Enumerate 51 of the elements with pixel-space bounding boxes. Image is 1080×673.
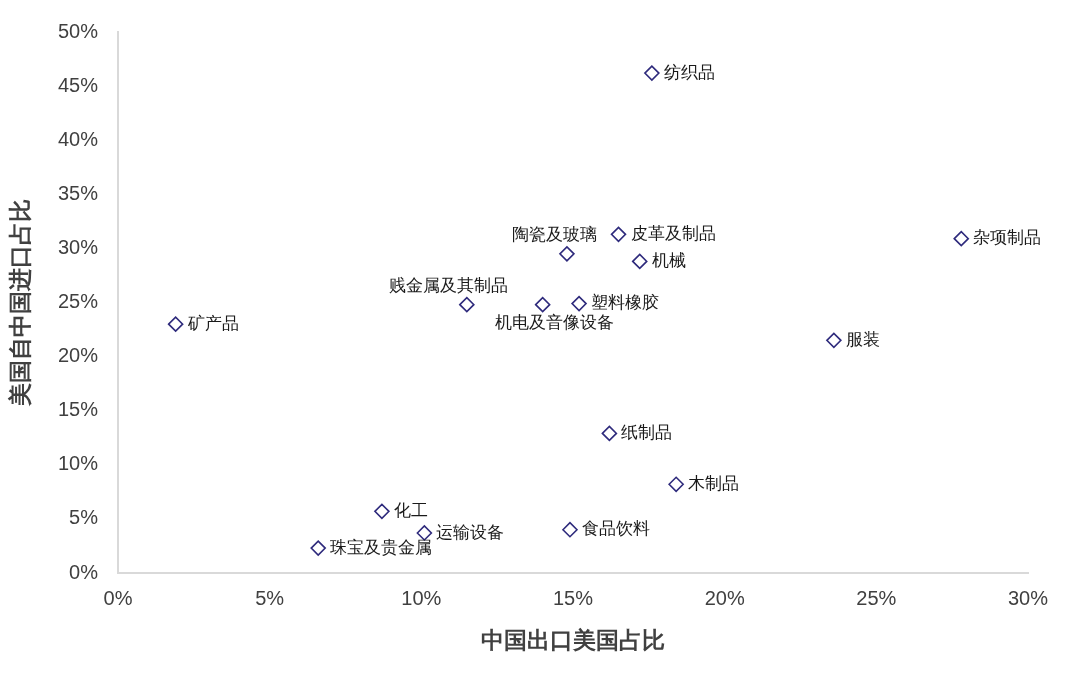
y-tick-label: 0% bbox=[69, 560, 99, 583]
point bbox=[644, 65, 660, 81]
point bbox=[953, 230, 970, 247]
series-label: 食品饮料 bbox=[581, 519, 650, 539]
y-tick-label: 20% bbox=[57, 344, 99, 367]
point bbox=[167, 316, 184, 332]
point bbox=[562, 521, 578, 538]
y-tick-label: 35% bbox=[57, 181, 99, 204]
series-label: 杂项制品 bbox=[973, 228, 1042, 248]
y-tick-label: 10% bbox=[57, 452, 99, 475]
y-tick-label: 50% bbox=[57, 19, 99, 42]
series-label: 化工 bbox=[393, 501, 428, 521]
x-tick-label: 0% bbox=[103, 586, 133, 609]
point bbox=[631, 253, 648, 270]
x-tick-label: 5% bbox=[255, 586, 285, 609]
x-tick-label: 30% bbox=[1007, 586, 1049, 609]
x-tick-label: 10% bbox=[401, 586, 442, 609]
y-tick-label: 5% bbox=[69, 506, 99, 529]
point bbox=[374, 503, 390, 520]
point bbox=[610, 226, 627, 243]
point bbox=[534, 296, 551, 313]
x-tick-label: 15% bbox=[552, 586, 594, 609]
series-label: 机械 bbox=[651, 251, 686, 271]
point bbox=[559, 246, 575, 262]
series-label: 贱金属及其制品 bbox=[389, 276, 509, 296]
series-label: 矿产品 bbox=[186, 313, 239, 333]
y-tick-label: 40% bbox=[57, 127, 99, 150]
series-label: 珠宝及贵金属 bbox=[330, 537, 433, 557]
series-label: 陶瓷及玻璃 bbox=[511, 225, 597, 245]
point bbox=[571, 295, 587, 312]
y-tick-label: 45% bbox=[57, 73, 99, 96]
point bbox=[459, 296, 475, 313]
series-label: 纺织品 bbox=[663, 62, 715, 82]
point bbox=[310, 540, 326, 556]
point bbox=[668, 476, 684, 493]
series-label: 机电及音像设备 bbox=[495, 313, 615, 333]
y-axis-title: 美国自中国进口占比 bbox=[7, 199, 34, 407]
y-tick-label: 30% bbox=[57, 235, 99, 258]
series-label: 纸制品 bbox=[621, 423, 673, 443]
series-label: 运输设备 bbox=[436, 522, 505, 542]
y-tick-label: 25% bbox=[57, 290, 99, 313]
point bbox=[601, 425, 618, 442]
series-label: 服装 bbox=[845, 330, 880, 350]
point bbox=[826, 332, 842, 349]
series-label: 木制品 bbox=[688, 473, 740, 493]
x-tick-label: 20% bbox=[704, 586, 745, 609]
y-tick-label: 15% bbox=[57, 398, 99, 421]
x-axis-title: 中国出口美国占比 bbox=[481, 626, 665, 653]
x-tick-label: 25% bbox=[856, 586, 897, 609]
series-label: 皮革及制品 bbox=[630, 224, 716, 244]
series-label: 塑料橡胶 bbox=[591, 293, 660, 313]
